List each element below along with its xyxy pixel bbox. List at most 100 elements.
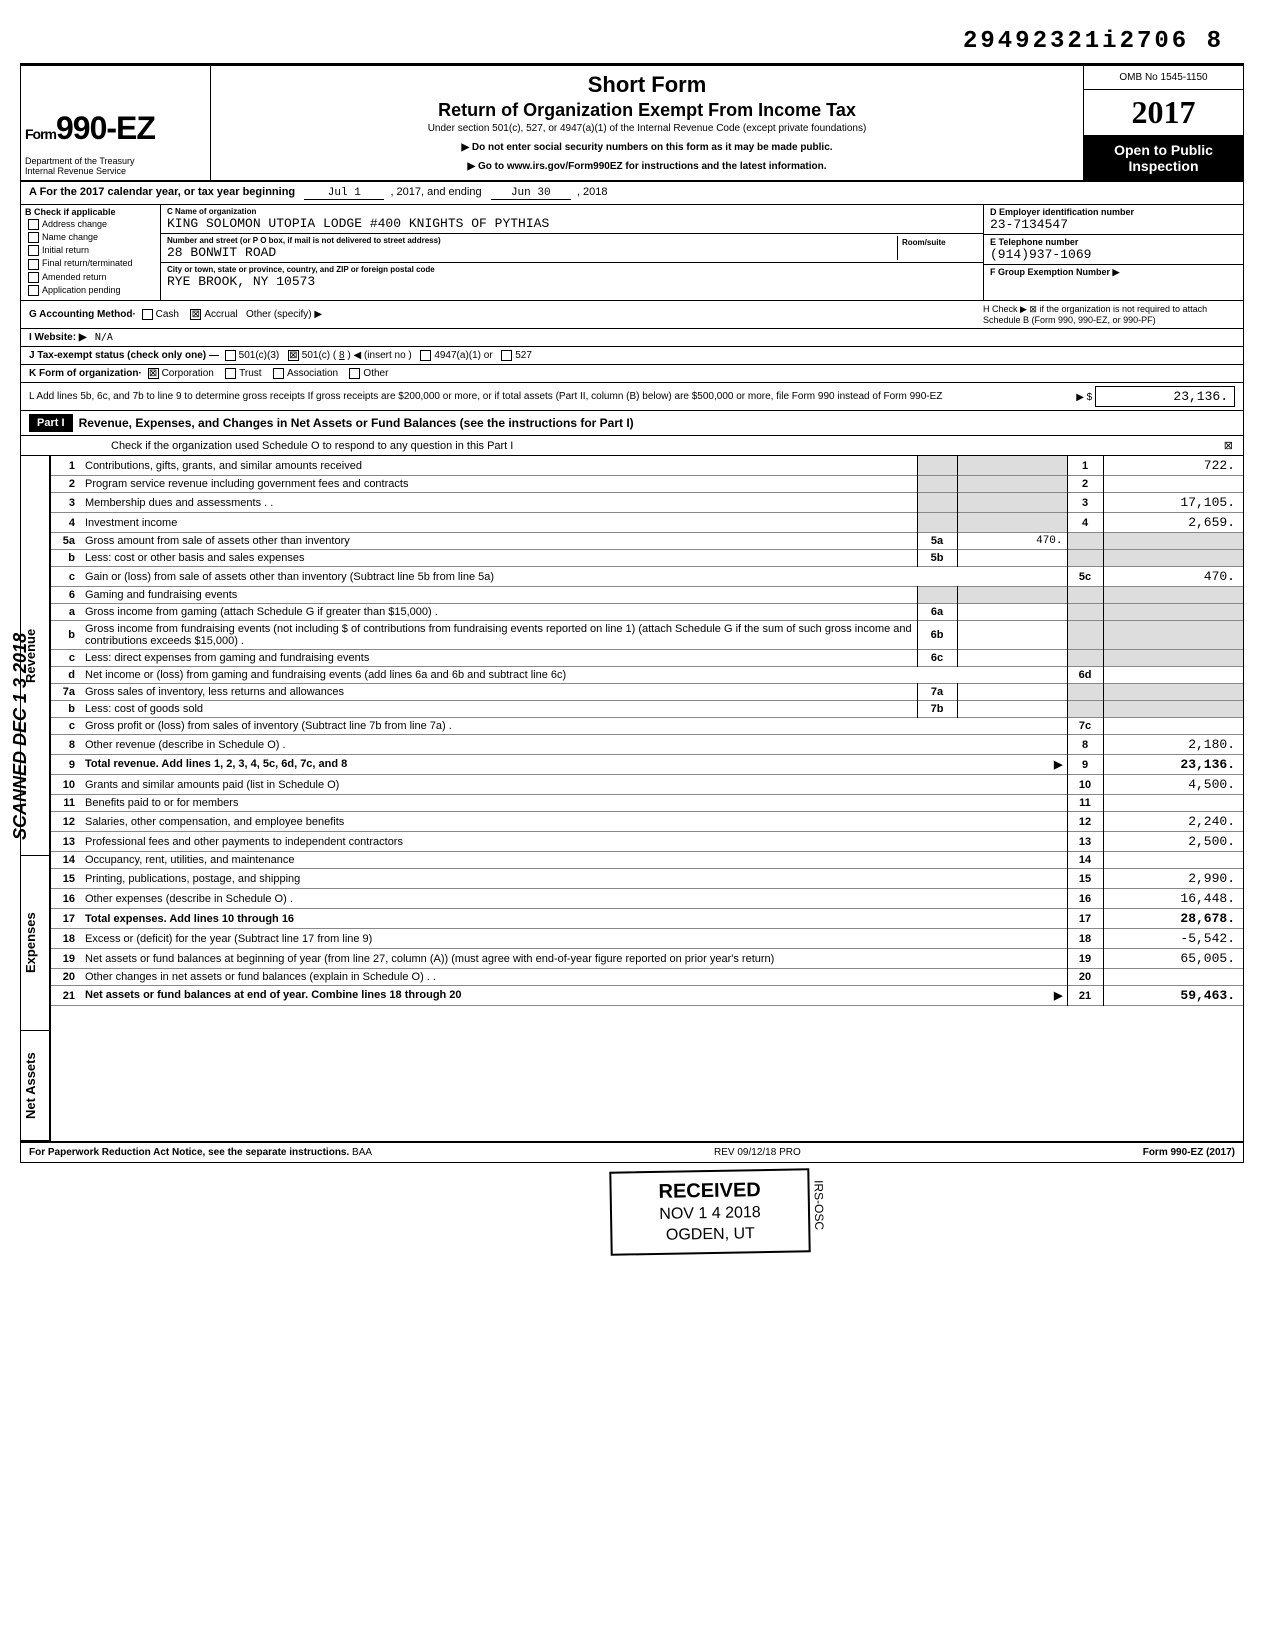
line-14-desc: Occupancy, rent, utilities, and maintena… <box>81 852 1067 869</box>
cb-address-change[interactable] <box>28 219 39 230</box>
k-other: Other <box>363 368 388 379</box>
line-10-desc: Grants and similar amounts paid (list in… <box>81 775 1067 795</box>
section-b: B Check if applicable Address change Nam… <box>21 205 161 300</box>
ein: 23-7134547 <box>990 217 1068 232</box>
cb-527[interactable] <box>501 350 512 361</box>
c-label: C Name of organization <box>167 207 977 216</box>
part1-title: Revenue, Expenses, and Changes in Net As… <box>79 416 634 430</box>
title-note: Under section 501(c), 527, or 4947(a)(1)… <box>217 123 1077 134</box>
k-corp: Corporation <box>162 368 214 379</box>
j-501c: 501(c) ( <box>302 350 336 361</box>
dept-line1: Department of the Treasury <box>25 156 135 166</box>
cb-501c[interactable]: ⊠ <box>288 350 299 361</box>
line-7b-desc: Less: cost of goods sold <box>81 701 917 718</box>
f-label: F Group Exemption Number ▶ <box>990 267 1119 277</box>
line-19-desc: Net assets or fund balances at beginning… <box>81 949 1067 969</box>
city-val: RYE BROOK, NY 10573 <box>167 274 977 289</box>
cb-final-return[interactable] <box>28 259 39 270</box>
header-id: 29492321i2706 8 <box>20 20 1244 63</box>
d-label: D Employer identification number <box>990 207 1134 217</box>
line-9-arrow: ▶ <box>1054 758 1062 771</box>
line-4-val: 2,659. <box>1103 513 1243 533</box>
tax-year-row: A For the 2017 calendar year, or tax yea… <box>21 182 1243 205</box>
footer-mid: REV 09/12/18 PRO <box>714 1147 801 1158</box>
b-label: B Check if applicable <box>25 207 116 217</box>
phone: (914)937-1069 <box>990 247 1091 262</box>
cb-4947[interactable] <box>420 350 431 361</box>
j-label: J Tax-exempt status (check only one) — <box>29 350 219 361</box>
line-19-val: 65,005. <box>1103 949 1243 969</box>
side-revenue: Revenue <box>21 456 49 856</box>
stamp-loc: OGDEN, UT <box>624 1223 796 1247</box>
line-2-desc: Program service revenue including govern… <box>81 476 917 493</box>
line-12-val: 2,240. <box>1103 812 1243 832</box>
line-5a-desc: Gross amount from sale of assets other t… <box>81 533 917 550</box>
cb-corp[interactable]: ⊠ <box>148 368 159 379</box>
g-label: G Accounting Method· <box>29 309 136 320</box>
l-val: 23,136. <box>1095 386 1235 407</box>
g-accrual: Accrual <box>204 309 237 320</box>
line-5c-desc: Gain or (loss) from sale of assets other… <box>81 567 1067 587</box>
cb-initial-return[interactable] <box>28 245 39 256</box>
room-label: Room/suite <box>902 238 946 247</box>
tax-year-end-year: , 2018 <box>577 186 608 198</box>
line-21-val: 59,463. <box>1103 986 1243 1006</box>
cb-501c3[interactable] <box>225 350 236 361</box>
line-17-desc: Total expenses. Add lines 10 through 16 <box>81 909 1067 929</box>
part1-checkbox[interactable]: ⊠ <box>1224 439 1243 452</box>
line-6b-desc: Gross income from fundraising events (no… <box>81 621 917 650</box>
line-6c-desc: Less: direct expenses from gaming and fu… <box>81 650 917 667</box>
line-16-val: 16,448. <box>1103 889 1243 909</box>
lines-table: 1Contributions, gifts, grants, and simil… <box>51 456 1243 1006</box>
cb-assoc[interactable] <box>273 368 284 379</box>
form-id-block: Form990-EZ Department of the Treasury In… <box>21 66 211 180</box>
cb-other[interactable] <box>349 368 360 379</box>
line-8-val: 2,180. <box>1103 735 1243 755</box>
line-1-desc: Contributions, gifts, grants, and simila… <box>81 456 917 476</box>
city-label: City or town, state or province, country… <box>167 265 977 274</box>
tax-year-label: A For the 2017 calendar year, or tax yea… <box>29 186 295 198</box>
cb-cash[interactable] <box>142 309 153 320</box>
e-label: E Telephone number <box>990 237 1078 247</box>
line-1-val: 722. <box>1103 456 1243 476</box>
website-val: N/A <box>95 332 113 343</box>
tax-year-mid: , 2017, and ending <box>390 186 481 198</box>
dept-line2: Internal Revenue Service <box>25 166 135 176</box>
tax-year: 2017 <box>1084 90 1243 136</box>
line-8-desc: Other revenue (describe in Schedule O) . <box>81 735 1067 755</box>
g-cash: Cash <box>156 309 179 320</box>
line-6a-desc: Gross income from gaming (attach Schedul… <box>81 604 917 621</box>
omb-number: OMB No 1545-1150 <box>1084 66 1243 90</box>
line-7c-desc: Gross profit or (loss) from sales of inv… <box>81 718 1067 735</box>
i-label: I Website: ▶ <box>29 332 87 343</box>
cb-trust[interactable] <box>225 368 236 379</box>
line-3-val: 17,105. <box>1103 493 1243 513</box>
received-stamp: RECEIVED NOV 1 4 2018 OGDEN, UT IRS-OSC <box>609 1168 810 1255</box>
k-assoc: Association <box>287 368 338 379</box>
org-name: KING SOLOMON UTOPIA LODGE #400 KNIGHTS O… <box>167 216 977 231</box>
j-4947: 4947(a)(1) or <box>434 350 492 361</box>
line-5c-val: 470. <box>1103 567 1243 587</box>
cb-amended[interactable] <box>28 272 39 283</box>
cb-pending[interactable] <box>28 285 39 296</box>
cb-accrual[interactable]: ⊠ <box>190 309 201 320</box>
j-501c3: 501(c)(3) <box>239 350 280 361</box>
instr-2: ▶ Go to www.irs.gov/Form990EZ for instru… <box>217 161 1077 172</box>
line-18-desc: Excess or (deficit) for the year (Subtra… <box>81 929 1067 949</box>
j-527: 527 <box>515 350 532 361</box>
stamp-date: NOV 1 4 2018 <box>624 1203 796 1227</box>
line-6-desc: Gaming and fundraising events <box>81 587 917 604</box>
side-expenses: Expenses <box>21 856 49 1031</box>
line-6d-desc: Net income or (loss) from gaming and fun… <box>81 667 1067 684</box>
instr-1: ▶ Do not enter social security numbers o… <box>217 142 1077 153</box>
line-21-desc: Net assets or fund balances at end of ye… <box>85 989 462 1001</box>
form-prefix: Form <box>25 126 56 142</box>
line-7a-desc: Gross sales of inventory, less returns a… <box>81 684 917 701</box>
line-17-val: 28,678. <box>1103 909 1243 929</box>
b-item-3: Final return/terminated <box>42 258 133 268</box>
footer-left: For Paperwork Reduction Act Notice, see … <box>29 1147 349 1158</box>
cb-name-change[interactable] <box>28 232 39 243</box>
line-11-desc: Benefits paid to or for members <box>81 795 1067 812</box>
k-label: K Form of organization· <box>29 368 142 379</box>
line-3-desc: Membership dues and assessments . . <box>81 493 917 513</box>
